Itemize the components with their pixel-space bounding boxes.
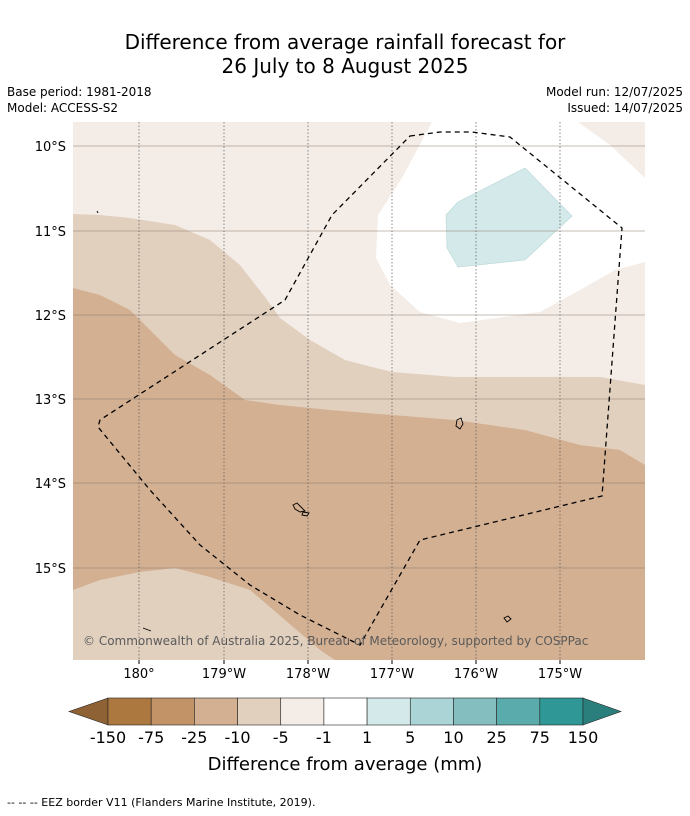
colorbar-extend-high xyxy=(582,697,622,726)
chart-title: Difference from average rainfall forecas… xyxy=(0,30,690,78)
copyright-note: © Commonwealth of Australia 2025, Bureau… xyxy=(83,634,588,648)
lon-label: 176°W xyxy=(454,667,498,682)
colorbar-segment xyxy=(150,697,195,726)
eez-footnote: -- -- -- EEZ border V11 (Flanders Marine… xyxy=(7,796,316,809)
model-run: Model run: 12/07/2025 xyxy=(545,85,683,99)
island-west-b xyxy=(301,511,310,517)
lon-label: 177°W xyxy=(370,667,414,682)
colorbar-tick-label: -75 xyxy=(138,728,164,747)
title-line-2: 26 July to 8 August 2025 xyxy=(221,54,469,78)
meta-left: Base period: 1981-2018 Model: ACCESS-S2 xyxy=(7,84,152,116)
colorbar-tick-label: 75 xyxy=(530,728,550,747)
band-1-to-5 xyxy=(445,167,573,268)
colorbar-title: Difference from average (mm) xyxy=(208,754,483,775)
lat-label: 15°S xyxy=(35,562,66,577)
title-line-1: Difference from average rainfall forecas… xyxy=(124,30,566,54)
lat-label: 14°S xyxy=(35,477,66,492)
islands xyxy=(96,210,512,632)
colorbar-segment xyxy=(539,697,584,726)
latitude-labels: 10°S 11°S 12°S 13°S 14°S 15°S xyxy=(35,140,66,577)
colorbar-tick-label: 1 xyxy=(362,728,372,747)
colorbar-segment xyxy=(107,697,152,726)
colorbar-segment xyxy=(280,697,325,726)
lon-label: 180° xyxy=(123,667,154,682)
band-lower-left-minus-10-to-minus-5 xyxy=(73,568,335,660)
lat-label: 11°S xyxy=(35,225,66,240)
map-plot-area: © Commonwealth of Australia 2025, Bureau… xyxy=(73,122,645,660)
colorbar-segment xyxy=(409,697,454,726)
island-north xyxy=(96,210,99,214)
axis-ticks xyxy=(138,660,561,664)
colorbar-segment xyxy=(237,697,282,726)
island-far-south xyxy=(142,627,152,632)
lat-label: 10°S xyxy=(35,140,66,155)
lon-label: 178°W xyxy=(286,667,330,682)
colorbar-tick-label: 25 xyxy=(486,728,506,747)
model-name: Model: ACCESS-S2 xyxy=(7,101,119,115)
colorbar-tick-label: 10 xyxy=(443,728,463,747)
colorbar-tick-label: -5 xyxy=(273,728,289,747)
colorbar-tick-label: 150 xyxy=(568,728,599,747)
colorbar-segment xyxy=(496,697,541,726)
colorbar-segment xyxy=(453,697,497,726)
base-period: Base period: 1981-2018 xyxy=(7,85,152,99)
colorbar-tick-label: -10 xyxy=(224,728,250,747)
island-west-a xyxy=(292,502,306,513)
colorbar-segment xyxy=(194,697,238,726)
meta-right: Model run: 12/07/2025 Issued: 14/07/2025 xyxy=(546,84,683,116)
island-east xyxy=(455,417,464,430)
longitude-labels: 180° 179°W 178°W 177°W 176°W 175°W xyxy=(123,667,582,682)
colorbar-tick-labels: -150 -75 -25 -10 -5 -1 1 5 10 25 75 150 xyxy=(90,728,598,747)
lat-label: 13°S xyxy=(35,393,66,408)
colorbar-segment xyxy=(323,697,368,726)
lat-label: 12°S xyxy=(35,309,66,324)
colorbar xyxy=(68,697,622,726)
issued-date: Issued: 14/07/2025 xyxy=(567,101,683,115)
latitude-gridlines xyxy=(73,145,645,569)
colorbar-tick-label: -1 xyxy=(316,728,332,747)
longitude-gridlines xyxy=(138,122,561,660)
lon-label: 175°W xyxy=(538,667,582,682)
colorbar-tick-label: 5 xyxy=(405,728,415,747)
island-south xyxy=(503,615,512,623)
colorbar-extend-low xyxy=(68,697,109,726)
lon-label: 179°W xyxy=(202,667,246,682)
colorbar-tick-label: -25 xyxy=(181,728,207,747)
colorbar-segment xyxy=(366,697,411,726)
colorbar-tick-label: -150 xyxy=(90,728,126,747)
